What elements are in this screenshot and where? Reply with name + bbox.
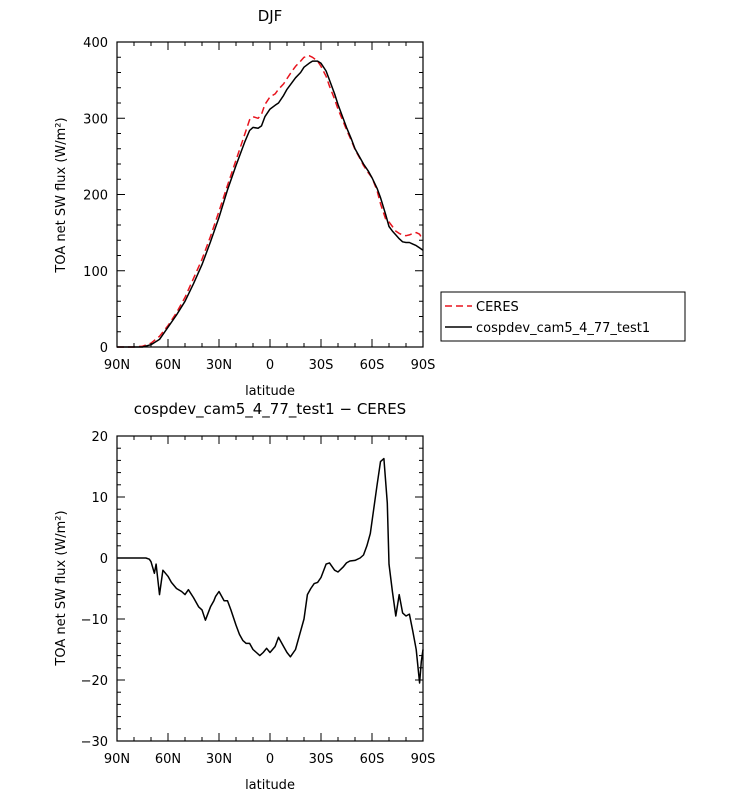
bottom-chart-ticks: 90N 60N 30N 0 30S 60S 90S −30 −20 −10 0 10 20	[81, 430, 436, 767]
bottom-x-tick-label: 0	[266, 752, 274, 767]
bottom-chart-x-axis-title: latitude	[245, 778, 295, 793]
top-y-tick-label: 100	[83, 265, 108, 280]
top-y-tick-label: 300	[83, 112, 108, 127]
top-x-tick-label: 90N	[104, 358, 130, 373]
top-chart-y-axis-title: TOA net SW flux (W/m²)	[54, 117, 69, 273]
top-series-ceres-line	[117, 54, 424, 348]
bottom-y-tick-label: −30	[81, 735, 108, 750]
legend-model-label: cospdev_cam5_4_77_test1	[476, 321, 650, 336]
bottom-y-tick-label: 10	[91, 491, 108, 506]
legend-box	[440, 291, 686, 342]
bottom-x-tick-label: 30S	[309, 752, 334, 767]
bottom-x-tick-label: 60N	[155, 752, 181, 767]
top-y-tick-label: 200	[83, 189, 108, 204]
top-x-tick-label: 60S	[360, 358, 385, 373]
bottom-x-tick-label: 90S	[411, 752, 436, 767]
top-chart: DJF 90N 60N 30N 0 30S 60S 90S 0 100 200 300 400 lat…	[54, 7, 686, 399]
bottom-series-difference-line	[117, 457, 424, 684]
top-series-cospdev-cam5-4-77-test1-line	[117, 60, 424, 348]
bottom-x-tick-label: 30N	[206, 752, 232, 767]
bottom-y-tick-label: −20	[81, 674, 108, 689]
bottom-y-tick-label: 20	[91, 430, 108, 445]
top-x-tick-label: 60N	[155, 358, 181, 373]
bottom-y-tick-label: −10	[81, 613, 108, 628]
top-x-tick-label: 0	[266, 358, 274, 373]
bottom-chart-title: cospdev_cam5_4_77_test1 − CERES	[134, 400, 406, 419]
top-chart-series	[117, 54, 424, 348]
top-y-tick-label: 0	[100, 341, 108, 356]
top-y-tick-label: 400	[83, 36, 108, 51]
bottom-chart-series	[117, 457, 424, 684]
bottom-chart-y-axis-title: TOA net SW flux (W/m²)	[54, 510, 69, 666]
bottom-y-tick-label: 0	[100, 552, 108, 567]
top-chart-legend: CERES cospdev_cam5_4_77_test1	[440, 291, 686, 342]
bottom-x-tick-label: 60S	[360, 752, 385, 767]
top-chart-plot-frame	[116, 41, 424, 348]
bottom-chart: cospdev_cam5_4_77_test1 − CERES 90N 60N 30…	[54, 400, 435, 793]
bottom-x-tick-label: 90N	[104, 752, 130, 767]
top-chart-ticks: 90N 60N 30N 0 30S 60S 90S 0 100 200 300 400	[83, 36, 435, 373]
top-chart-x-axis-title: latitude	[245, 384, 295, 399]
top-chart-title: DJF	[258, 7, 283, 25]
legend-ceres-label: CERES	[476, 300, 519, 315]
top-x-tick-label: 90S	[411, 358, 436, 373]
top-x-tick-label: 30S	[309, 358, 334, 373]
top-x-tick-label: 30N	[206, 358, 232, 373]
